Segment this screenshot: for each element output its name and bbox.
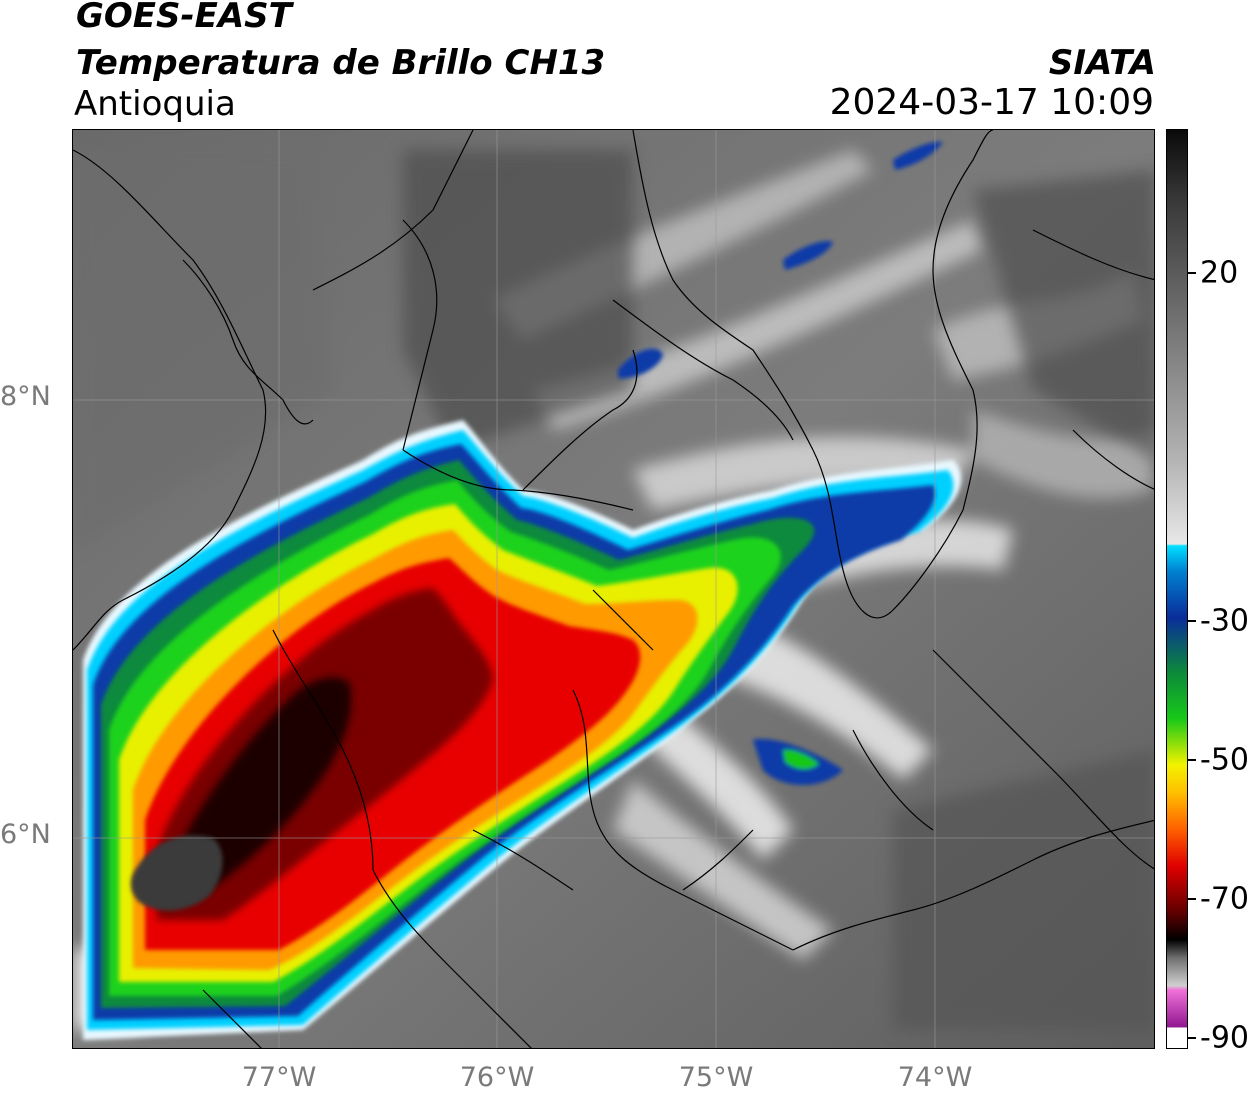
region-label: Antioquia	[74, 84, 236, 124]
colorbar-tick	[1188, 620, 1196, 622]
colorbar-label-20: 20	[1200, 255, 1239, 291]
cold-cloud-shield	[83, 420, 962, 1040]
colorbar-tick	[1188, 898, 1196, 900]
map-canvas	[73, 130, 1154, 1048]
datetime-label: 2024-03-17 10:09	[829, 82, 1154, 123]
organization-label: SIATA	[1048, 43, 1156, 83]
colorbar-gradient	[1167, 130, 1187, 1048]
colorbar-label-minus50: -50	[1200, 742, 1249, 778]
lon-label-77w: 77°W	[241, 1062, 317, 1093]
satellite-title: GOES-EAST	[76, 0, 292, 36]
lon-label-76w: 76°W	[459, 1062, 535, 1093]
lon-label-75w: 75°W	[678, 1062, 754, 1093]
graticule	[73, 130, 1154, 1048]
colorbar-tick	[1188, 1037, 1196, 1039]
lon-label-74w: 74°W	[897, 1062, 973, 1093]
satellite-map	[72, 129, 1155, 1049]
colorbar-tick	[1188, 759, 1196, 761]
lat-label-8n: 8°N	[0, 381, 51, 412]
colorbar-tick	[1188, 272, 1196, 274]
colorbar-label-minus90: -90	[1200, 1020, 1249, 1056]
product-title: Temperatura de Brillo CH13	[76, 43, 606, 83]
lat-label-6n: 6°N	[0, 819, 51, 850]
isolated-cells	[618, 141, 943, 785]
political-boundaries	[73, 130, 1154, 1048]
colorbar-label-minus30: -30	[1200, 603, 1249, 639]
colorbar	[1166, 129, 1188, 1049]
colorbar-label-minus70: -70	[1200, 881, 1249, 917]
dark-surface-areas	[73, 150, 1154, 1030]
